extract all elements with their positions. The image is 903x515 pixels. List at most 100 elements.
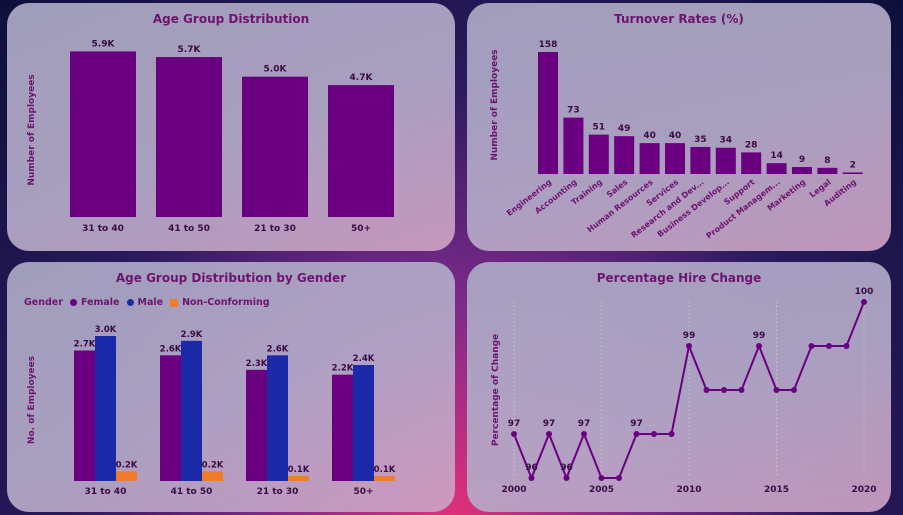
data-point — [756, 343, 762, 349]
bar — [328, 85, 394, 217]
bar-male — [267, 355, 288, 481]
data-label: 96 — [560, 463, 573, 473]
data-point — [546, 431, 552, 437]
bar — [70, 51, 136, 217]
data-label: 49 — [618, 124, 631, 134]
data-point — [703, 387, 710, 393]
data-label: 34 — [720, 136, 733, 146]
data-point — [721, 387, 727, 393]
data-label: 2.7K — [74, 340, 96, 350]
data-label: 3.0K — [95, 325, 117, 335]
data-label: 40 — [669, 131, 682, 141]
data-label: 158 — [539, 40, 558, 50]
data-label: 5.0K — [264, 65, 288, 75]
legend-title: Gender — [24, 297, 63, 308]
data-label: 97 — [630, 419, 643, 429]
chart-title: Age Group Distribution by Gender — [115, 271, 347, 285]
x-tick-label: 50+ — [351, 224, 371, 234]
data-label: 8 — [824, 156, 830, 166]
data-point — [563, 475, 570, 481]
data-label: 2.3K — [246, 359, 268, 369]
data-label: 0.1K — [288, 465, 310, 475]
data-point — [773, 387, 780, 393]
chart-title: Age Group Distribution — [152, 12, 310, 26]
data-label: 5.7K — [178, 45, 202, 55]
x-tick-label: 41 to 50 — [171, 487, 213, 497]
data-label: 73 — [567, 106, 580, 116]
bar-female — [332, 374, 353, 481]
x-tick-label: 2000 — [501, 485, 526, 495]
y-axis-label: Percentage of Change — [491, 334, 501, 446]
y-axis-label: Number of Employees — [490, 49, 500, 160]
data-point — [581, 431, 587, 437]
data-point — [686, 343, 692, 349]
bar-non-conforming — [374, 476, 395, 481]
data-label: 99 — [683, 331, 696, 341]
turnover-rates-panel: Turnover Rates (%) Number of Employees 15… — [467, 3, 891, 251]
x-tick-label: 2020 — [851, 485, 876, 495]
legend-male-marker — [126, 299, 134, 306]
bar-female — [74, 350, 95, 481]
data-label: 2.6K — [267, 344, 289, 354]
data-label: 97 — [508, 419, 521, 429]
data-label: 40 — [643, 131, 656, 141]
legend-male-label: Male — [137, 297, 164, 308]
data-label: 2.6K — [160, 344, 182, 354]
bar — [842, 172, 863, 174]
age-group-distribution-panel: Age Group Distribution Number of Employe… — [7, 3, 455, 251]
data-point — [511, 431, 517, 437]
data-point — [791, 387, 797, 393]
bar — [156, 57, 222, 217]
x-tick-label: 41 to 50 — [168, 224, 210, 234]
bar — [538, 52, 558, 174]
x-tick-label: 2015 — [764, 485, 789, 495]
data-point — [616, 475, 622, 481]
x-tick-label: 21 to 30 — [254, 224, 296, 234]
x-tick-label: 31 to 40 — [82, 224, 124, 234]
data-point — [861, 299, 867, 305]
data-point — [528, 475, 535, 481]
bar — [614, 136, 635, 174]
bar — [741, 152, 762, 174]
hire-change-panel: Percentage Hire Change Percentage of Cha… — [467, 262, 891, 512]
bar — [817, 167, 838, 174]
data-label: 4.7K — [350, 73, 374, 83]
chart-title: Percentage Hire Change — [596, 271, 762, 285]
data-point — [738, 387, 745, 393]
bar-female — [160, 355, 181, 481]
x-tick-label: 2010 — [676, 485, 701, 495]
bar-non-conforming — [288, 476, 309, 481]
data-label: 35 — [694, 135, 707, 145]
data-point — [843, 343, 850, 349]
data-label: 2.2K — [332, 364, 354, 374]
bar — [766, 163, 787, 174]
data-label: 99 — [753, 331, 766, 341]
bar — [639, 143, 660, 174]
data-label: 2 — [850, 160, 856, 170]
age-gender-bar-chart: No. of Employees 2.7K 3.0K 0.2K 31 to 40 2.6K… — [27, 325, 396, 497]
data-label: 9 — [799, 155, 805, 165]
data-label: 51 — [593, 123, 606, 133]
y-axis-label: Number of Employees — [27, 74, 37, 185]
x-tick-label: 21 to 30 — [257, 487, 299, 497]
bar-male — [95, 336, 116, 481]
data-point — [598, 475, 605, 481]
age-group-bar-chart: Number of Employees 5.9K 31 to 40 5.7K 41 to… — [27, 39, 394, 234]
turnover-bar-chart: Number of Employees158Engineering73Accou… — [490, 40, 863, 241]
bar-non-conforming — [116, 471, 137, 481]
bar-female — [246, 369, 267, 481]
bar — [715, 147, 736, 174]
bar — [242, 76, 308, 217]
y-axis-label: No. of Employees — [27, 356, 37, 444]
data-label: 2.4K — [353, 354, 375, 364]
chart-title: Turnover Rates (%) — [614, 12, 744, 26]
data-label: 96 — [525, 463, 538, 473]
data-point — [633, 431, 640, 437]
legend: Gender Female Male Non-Conforming — [24, 297, 270, 308]
data-point — [826, 343, 832, 349]
data-point — [808, 343, 815, 349]
data-label: 28 — [745, 140, 758, 150]
legend-female-marker — [69, 299, 77, 306]
data-label: 0.2K — [202, 460, 224, 470]
data-label: 14 — [770, 151, 783, 161]
